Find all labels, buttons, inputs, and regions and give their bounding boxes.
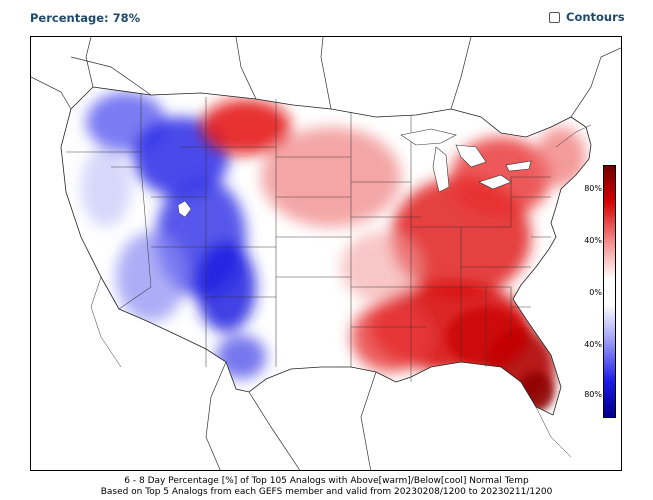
- colorbar-gradient: [603, 165, 616, 418]
- temperature-map[interactable]: [31, 37, 622, 471]
- colorbar-tick-label: 80%: [584, 184, 602, 193]
- coastline-details: [90, 124, 592, 458]
- neighbor-boundaries: [31, 37, 621, 470]
- percentage-label: Percentage: 78%: [30, 11, 141, 25]
- colorbar-tick-label: 40%: [584, 236, 602, 245]
- colorbar-tick-label: 40%: [584, 340, 602, 349]
- caption-line-1: 6 - 8 Day Percentage [%] of Top 105 Anal…: [124, 476, 529, 486]
- colorbar: 80% 40% 0% 40% 80%: [572, 165, 616, 420]
- colorbar-tick-label: 80%: [584, 390, 602, 399]
- great-salt-lake: [177, 200, 192, 218]
- toolbar: Percentage: 78% Contours: [0, 0, 653, 34]
- contours-toggle[interactable]: Contours: [549, 10, 625, 24]
- contours-label[interactable]: Contours: [566, 10, 625, 24]
- contours-checkbox[interactable]: [549, 11, 560, 23]
- great-lakes: [400, 128, 532, 193]
- state-boundaries: [66, 94, 551, 382]
- map-panel[interactable]: [30, 36, 622, 471]
- colorbar-tick-label: 0%: [589, 288, 602, 297]
- caption-line-2: Based on Top 5 Analogs from each GEFS me…: [100, 487, 553, 497]
